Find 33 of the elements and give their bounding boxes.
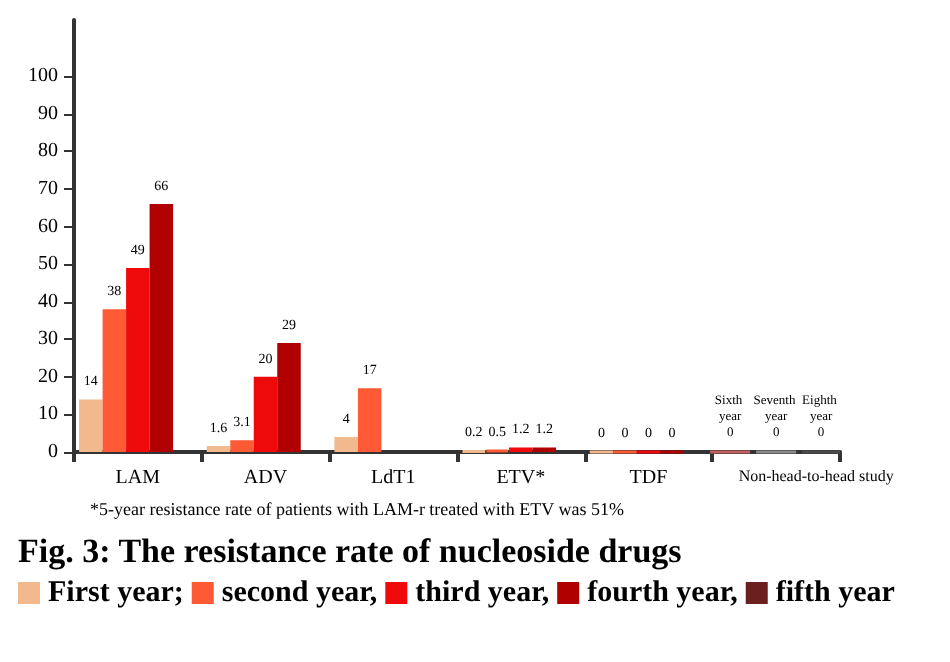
bar [277, 343, 301, 452]
bar [357, 388, 382, 452]
legend-label: fifth year [775, 577, 896, 609]
text: *5-year resistance rate of patients with LAM-r treated with ETV was 51% [90, 499, 625, 519]
bar [230, 440, 254, 452]
y-tick-label: 80 [38, 140, 58, 163]
y-tick-label: 50 [38, 253, 58, 276]
y-tick-label: 60 [38, 215, 58, 238]
x-tick-label: LAM [115, 467, 161, 489]
legend-label: fourth year, [587, 577, 739, 609]
legend-label: second year, [221, 577, 378, 609]
bar [334, 436, 358, 452]
bar [79, 399, 103, 452]
text: Fig. 3: The resistance rate of nucleoside drugs [18, 532, 683, 570]
y-tick-label: 0 [48, 441, 58, 463]
x-tick-label: ETV* [496, 467, 546, 489]
bar [102, 309, 127, 452]
bar [253, 376, 278, 452]
y-tick-label: 10 [38, 403, 58, 426]
x-tick-label: Non-head-to-head study [738, 467, 894, 485]
x-tick-label: LdT1 [370, 467, 416, 489]
y-tick-label: 40 [38, 290, 58, 313]
y-tick-label: 70 [38, 178, 58, 201]
x-tick-label: ADV [243, 467, 289, 489]
y-tick-label: 90 [38, 102, 58, 125]
y-tick-label: 30 [38, 328, 58, 351]
y-tick-label: 100 [28, 65, 58, 88]
y-tick-label: 20 [38, 365, 58, 388]
legend-label: third year, [415, 577, 550, 609]
bar [126, 267, 150, 452]
legend-label: First year; [48, 577, 184, 609]
x-tick-label: TDF [629, 467, 669, 489]
bar [149, 204, 174, 452]
